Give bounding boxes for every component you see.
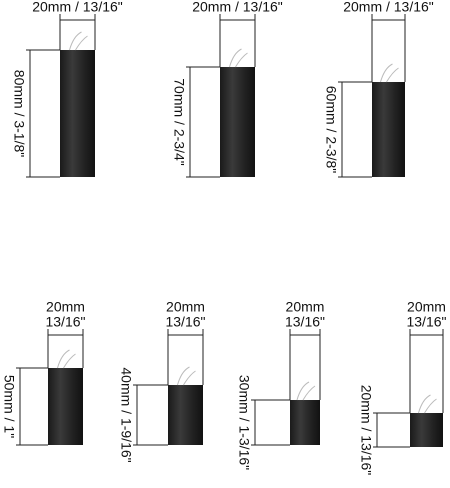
cylinder — [410, 413, 443, 447]
cylinder — [60, 50, 95, 177]
width-label: 20mm / 13/16" — [343, 0, 434, 15]
width-label: 20mm / 13/16" — [192, 0, 283, 15]
filament — [296, 381, 316, 401]
width-label: 20mm — [166, 299, 205, 315]
width-label: 13/16" — [165, 314, 205, 330]
width-label: 13/16" — [406, 314, 446, 330]
height-label: 60mm / 2-3/8" — [323, 86, 339, 173]
cylinder — [372, 82, 405, 177]
height-label: 40mm / 1-9/16" — [118, 367, 134, 462]
filament — [229, 48, 248, 68]
width-label: 13/16" — [285, 314, 325, 330]
cylinder — [290, 400, 320, 445]
filament — [418, 394, 437, 414]
cylinder — [168, 385, 203, 445]
filament — [69, 31, 88, 51]
width-label: 13/16" — [45, 314, 85, 330]
filament — [57, 349, 76, 369]
filament — [380, 63, 399, 83]
width-label: 20mm — [286, 299, 325, 315]
height-label: 30mm / 1-3/16" — [236, 375, 252, 470]
height-label: 50mm / 1" — [1, 375, 17, 438]
cylinder — [220, 67, 255, 177]
height-label: 80mm / 3-1/8" — [11, 70, 27, 157]
cylinder — [48, 368, 83, 445]
width-label: 20mm / 13/16" — [32, 0, 123, 15]
filament — [177, 366, 196, 386]
height-label: 70mm / 2-3/4" — [171, 78, 187, 165]
width-label: 20mm — [407, 299, 446, 315]
width-label: 20mm — [46, 299, 85, 315]
height-label: 20mm / 13/16" — [358, 385, 374, 476]
